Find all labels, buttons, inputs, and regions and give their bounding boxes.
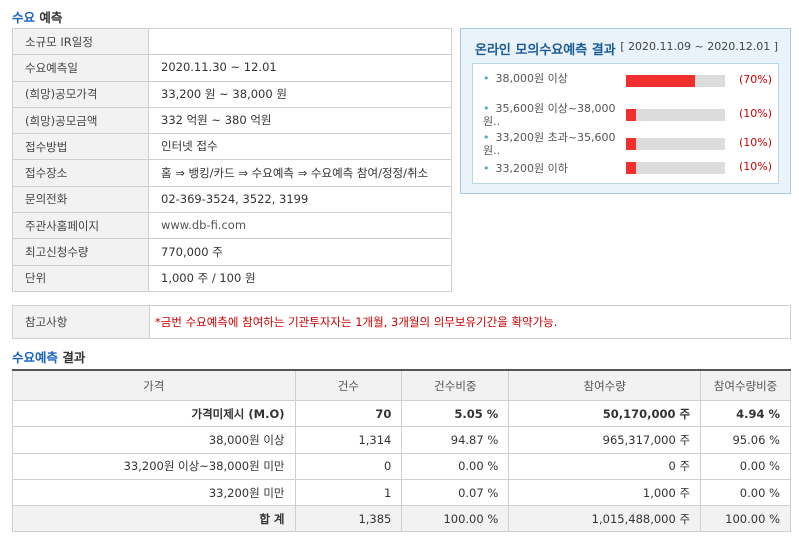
info-row: 수요예측일 2020.11.30 ~ 12.01 [12, 54, 452, 82]
info-row: (희망)공모가격 33,200 원 ~ 38,000 원 [12, 80, 452, 108]
note-table: 참고사항 *금번 수요예측에 참여하는 기관투자자는 1개월, 3개월의 의무보… [12, 305, 791, 339]
note-text: *금번 수요예측에 참여하는 기관투자자는 1개월, 3개월의 의무보유기간을 … [149, 305, 791, 339]
info-row: 단위 1,000 주 / 100 원 [12, 264, 452, 292]
table-row: 가격미제시 (M.O) 70 5.05 % 50,170,000 주 4.94 % [12, 399, 791, 428]
col-header-count-ratio: 건수비중 [401, 369, 510, 401]
table-row: 33,200원 미만 1 0.07 % 1,000 주 0.00 % [12, 478, 791, 507]
section-title-forecast-result: 수요예측 결과 [12, 350, 86, 365]
table-row: 33,200원 이상~38,000원 미만 0 0.00 % 0 주 0.00 % [12, 452, 791, 480]
mock-forecast-item: • 33,200원 초과~35,600원.. (10%) [483, 131, 773, 157]
mock-forecast-item: • 35,600원 이상~38,000원.. (10%) [483, 102, 773, 128]
col-header-count: 건수 [294, 369, 403, 401]
percent-label: (10%) [739, 107, 773, 120]
mock-forecast-date-range: [ 2020.11.09 ~ 2020.12.01 ] [620, 40, 778, 53]
percent-bar [626, 138, 725, 150]
percent-bar [626, 109, 725, 121]
table-row: 38,000원 이상 1,314 94.87 % 965,317,000 주 95.06… [12, 426, 791, 454]
mock-forecast-item: • 33,200원 이하 (10%) [483, 160, 773, 175]
mock-forecast-panel: 온라인 모의수요예측 결과 [ 2020.11.09 ~ 2020.12.01 … [460, 28, 791, 194]
mock-forecast-title: 온라인 모의수요예측 결과 [475, 43, 616, 58]
info-row: 소규모 IR일정 [12, 27, 452, 56]
bullet-icon: • [483, 72, 490, 85]
offering-info-table: 소규모 IR일정 수요예측일 2020.11.30 ~ 12.01 (희망)공모가… [12, 27, 452, 292]
info-row: 접수방법 인터넷 접수 [12, 133, 452, 161]
note-label: 참고사항 [12, 305, 150, 339]
bullet-icon: • [483, 102, 490, 115]
col-header-quantity: 참여수량 [508, 369, 702, 401]
mock-forecast-item: • 38,000원 이상 (70%) [483, 72, 773, 87]
table-total-row: 합 계 1,385 100.00 % 1,015,488,000 주 100.00 % [12, 505, 791, 533]
percent-bar [626, 162, 725, 174]
forecast-result-table: 가격 건수 건수비중 참여수량 참여수량비중 가격미제시 (M.O) 70 5.05… [12, 369, 791, 533]
col-header-price: 가격 [12, 369, 296, 401]
info-row: 주관사홈페이지 www.db-fi.com [12, 212, 452, 240]
percent-label: (10%) [739, 160, 773, 173]
info-row: (희망)공모금액 332 억원 ~ 380 억원 [12, 106, 452, 135]
mock-forecast-list: • 38,000원 이상 (70%) • 35,600원 이상~38,000원.. … [472, 63, 779, 184]
underwriter-homepage-link[interactable]: www.db-fi.com [161, 218, 247, 233]
percent-bar [626, 75, 725, 87]
info-row: 최고신청수량 770,000 주 [12, 238, 452, 266]
table-header-row: 가격 건수 건수비중 참여수량 참여수량비중 [12, 369, 791, 401]
info-row: 접수장소 홈 ⇒ 뱅킹/카드 ⇒ 수요예측 ⇒ 수요예측 참여/정정/취소 [12, 159, 452, 187]
info-row: 문의전화 02-369-3524, 3522, 3199 [12, 185, 452, 214]
section-title-demand-forecast: 수요 예측 [12, 10, 63, 25]
percent-label: (70%) [739, 73, 773, 86]
bullet-icon: • [483, 131, 490, 144]
col-header-quantity-ratio: 참여수량비중 [700, 369, 791, 401]
bullet-icon: • [483, 162, 490, 175]
percent-label: (10%) [739, 136, 773, 149]
